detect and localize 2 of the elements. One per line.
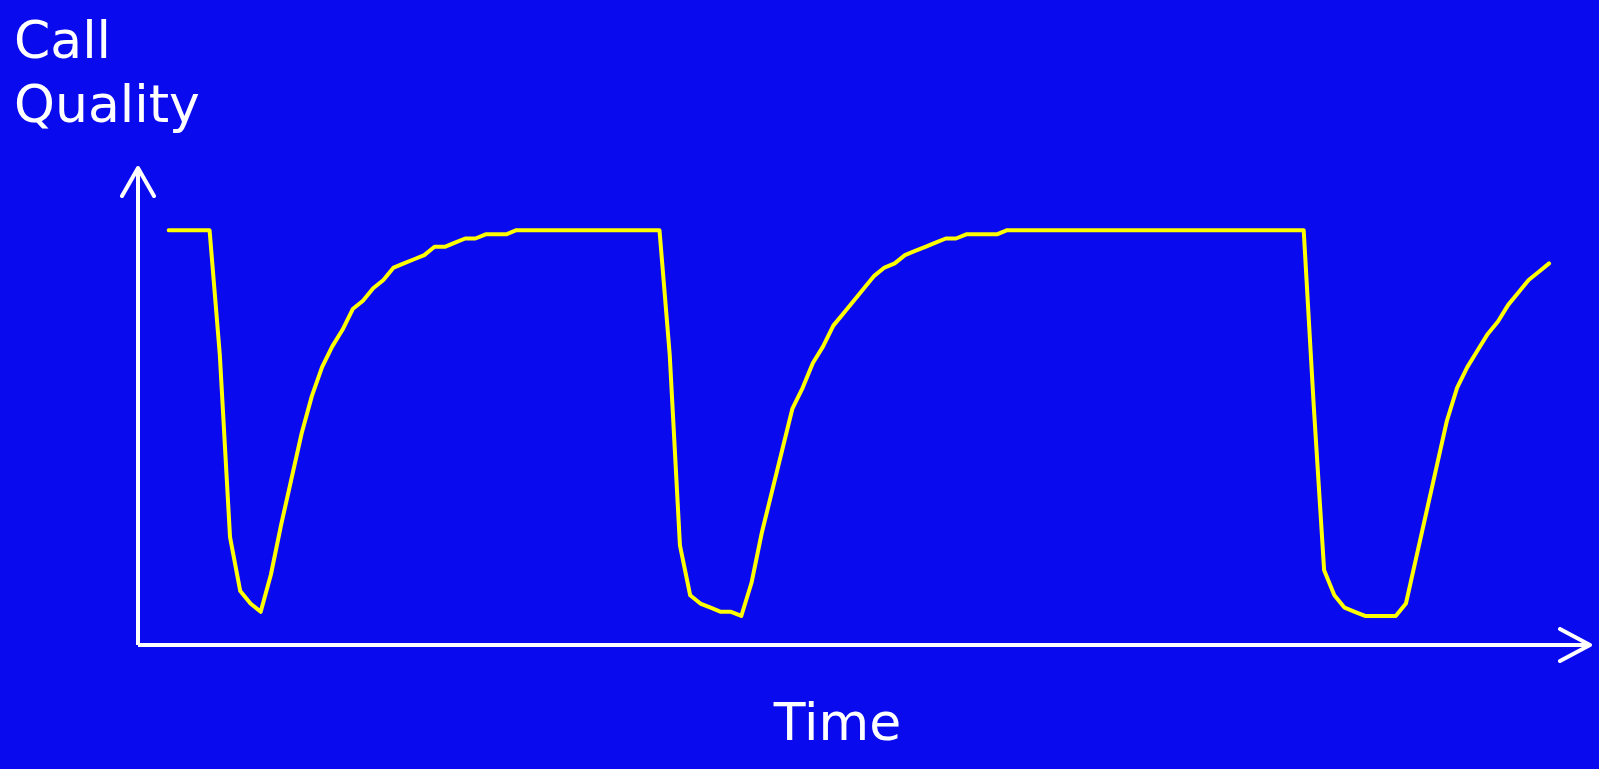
- x-axis-title: Time: [772, 692, 903, 752]
- y-axis-title: Call Quality: [14, 9, 201, 136]
